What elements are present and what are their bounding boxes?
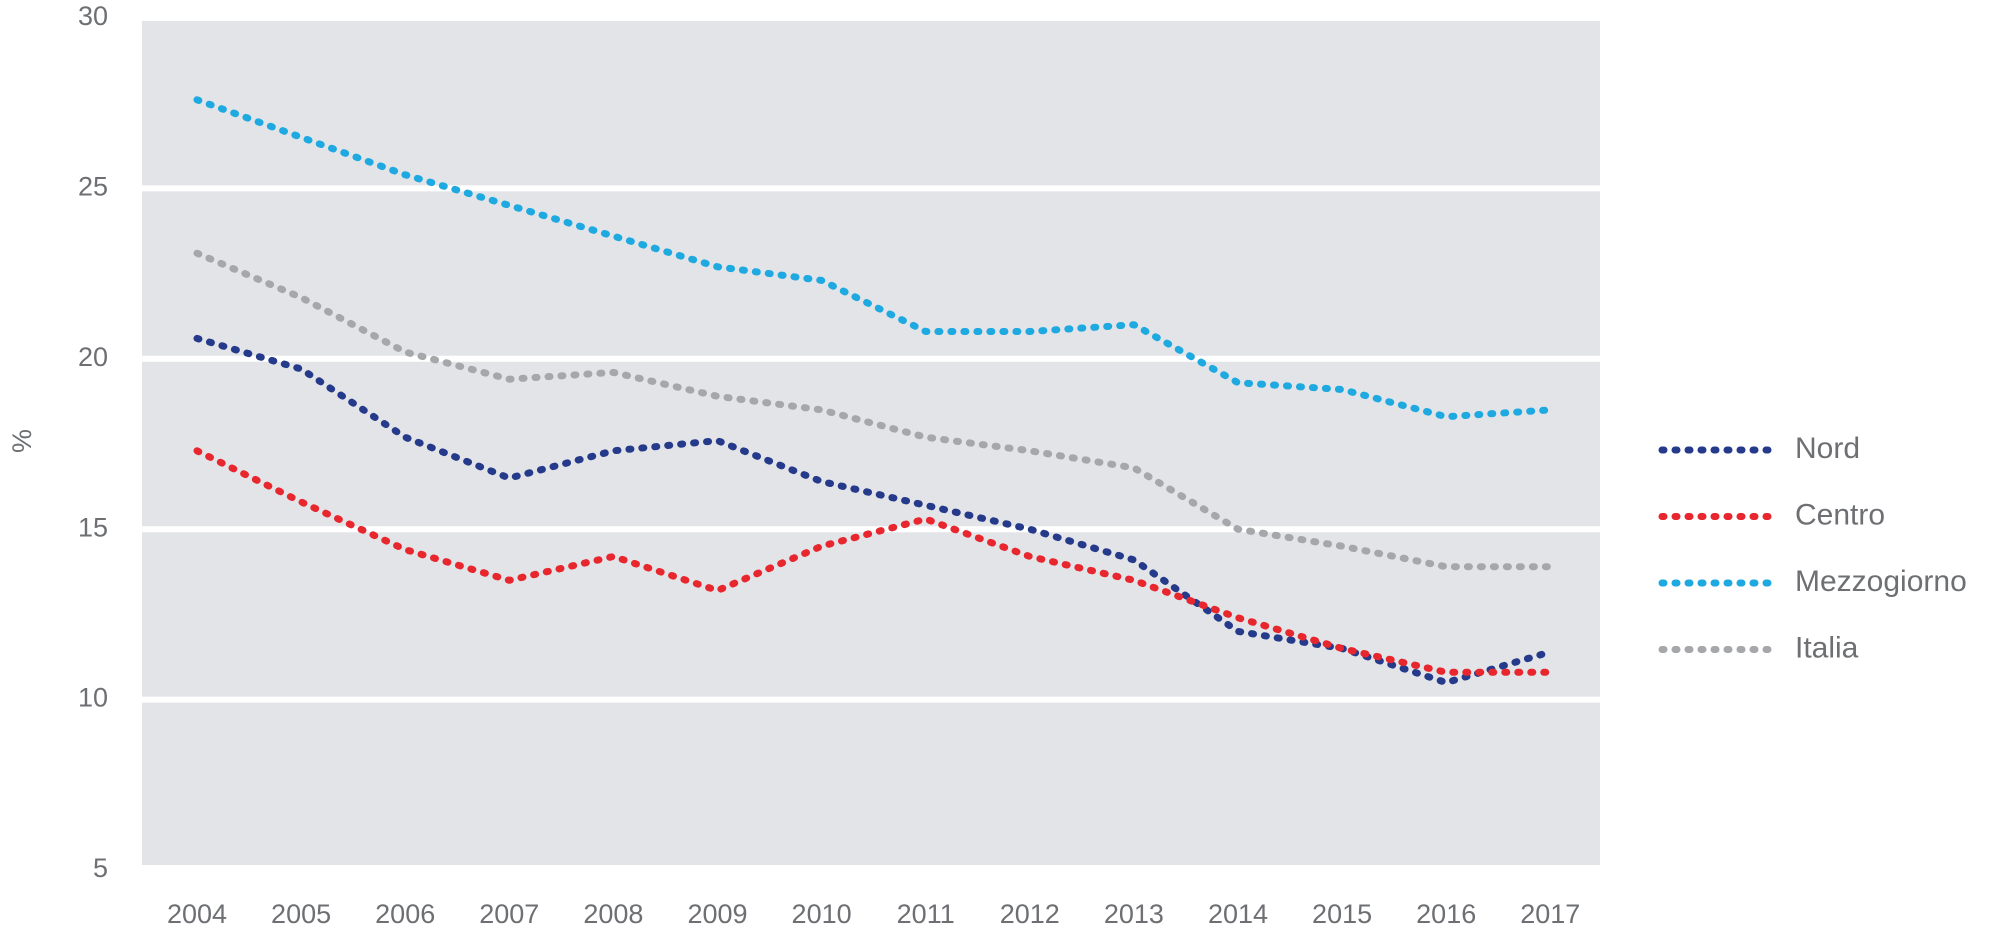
y-tick-label: 30 (78, 1, 108, 31)
y-tick-label: 20 (78, 342, 108, 372)
x-tick-label: 2005 (271, 899, 331, 929)
x-tick-label: 2015 (1312, 899, 1372, 929)
series-line (193, 249, 1554, 571)
x-tick-label: 2010 (792, 899, 852, 929)
series-line (193, 96, 1554, 421)
x-tick-label: 2012 (1000, 899, 1060, 929)
plot-area (142, 18, 1600, 865)
x-tick-label: 2017 (1520, 899, 1580, 929)
x-tick-label: 2009 (687, 899, 747, 929)
x-tick-label: 2004 (167, 899, 227, 929)
x-tick-label: 2008 (583, 899, 643, 929)
legend-label: Centro (1795, 498, 1885, 531)
x-tick-label: 2006 (375, 899, 435, 929)
x-tick-label: 2014 (1208, 899, 1268, 929)
legend-label: Mezzogiorno (1795, 565, 1967, 598)
y-tick-label: 25 (78, 172, 108, 202)
y-tick-label: 15 (78, 512, 108, 542)
legend-label: Italia (1795, 631, 1859, 664)
y-axis-label: % (7, 429, 37, 453)
x-tick-label: 2007 (479, 899, 539, 929)
series-line (193, 334, 1554, 687)
x-tick-label: 2013 (1104, 899, 1164, 929)
series-line (193, 447, 1554, 676)
y-tick-label: 5 (93, 853, 108, 883)
x-tick-label: 2016 (1416, 899, 1476, 929)
x-tick-label: 2011 (897, 899, 955, 929)
legend-label: Nord (1795, 432, 1860, 465)
y-tick-label: 10 (78, 683, 108, 713)
